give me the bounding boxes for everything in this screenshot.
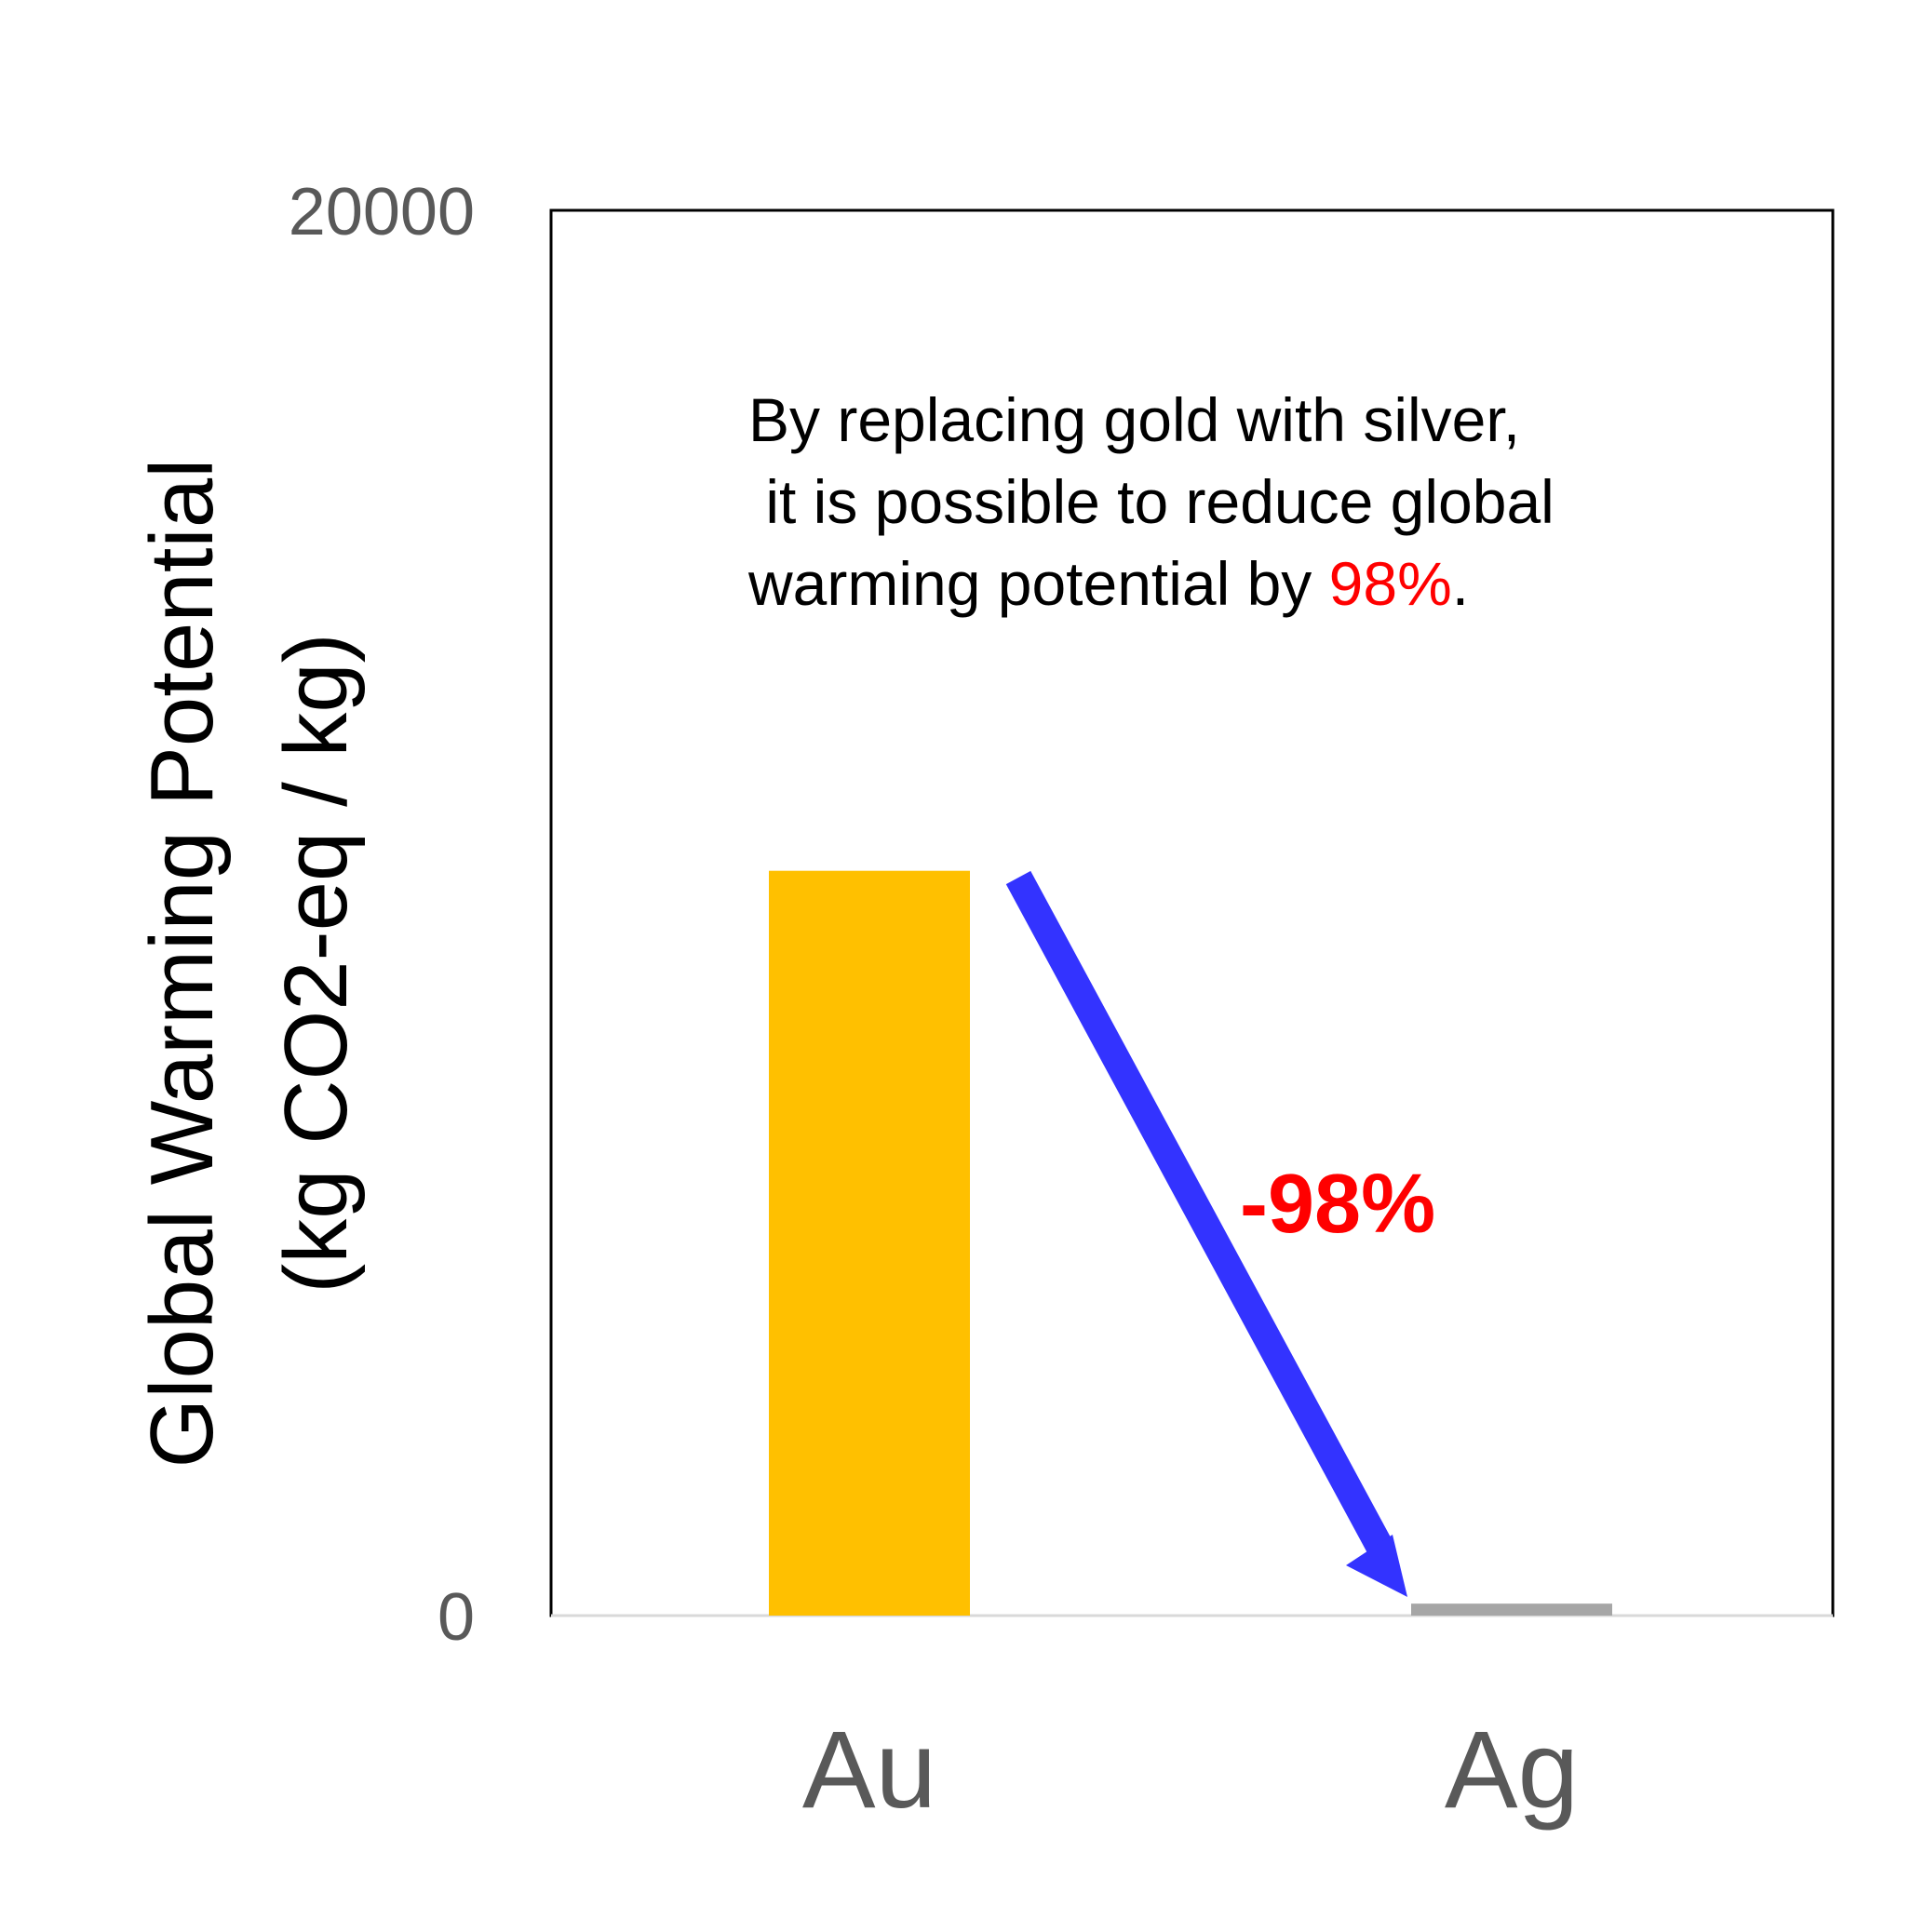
reduction-arrow-label: -98% xyxy=(1240,1158,1435,1251)
annotation-line3-prefix: warming potential by xyxy=(747,549,1329,618)
bar-au xyxy=(769,870,970,1616)
annotation-line3-suffix: . xyxy=(1452,549,1469,618)
y-axis-label-line2: (kg CO2-eq / kg) xyxy=(266,633,366,1294)
x-tick-label-au: Au xyxy=(802,1709,936,1831)
reduction-arrow-head xyxy=(1346,1535,1407,1597)
y-tick-label-max: 20000 xyxy=(289,175,475,249)
x-tick-label-ag: Ag xyxy=(1445,1709,1579,1831)
annotation-line1: By replacing gold with silver, xyxy=(748,385,1520,454)
annotation-line3: warming potential by 98%. xyxy=(747,549,1469,618)
y-axis-label-line1: Global Warming Potential xyxy=(132,459,232,1469)
reduction-arrow-shaft xyxy=(1005,870,1394,1557)
annotation-line2: it is possible to reduce global xyxy=(748,467,1554,536)
y-tick-label-zero: 0 xyxy=(437,1580,475,1655)
annotation-highlight: 98% xyxy=(1329,549,1452,618)
bar-ag xyxy=(1411,1603,1612,1616)
